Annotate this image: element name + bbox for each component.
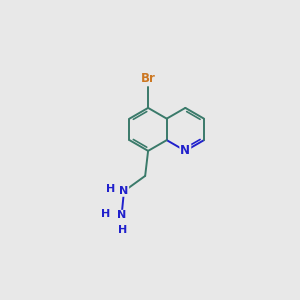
Text: H: H	[101, 209, 110, 219]
Text: Br: Br	[141, 72, 155, 85]
Text: H: H	[106, 184, 116, 194]
Text: N: N	[180, 144, 190, 158]
Text: H: H	[118, 225, 128, 235]
Text: N: N	[119, 186, 129, 196]
Text: N: N	[117, 210, 126, 220]
